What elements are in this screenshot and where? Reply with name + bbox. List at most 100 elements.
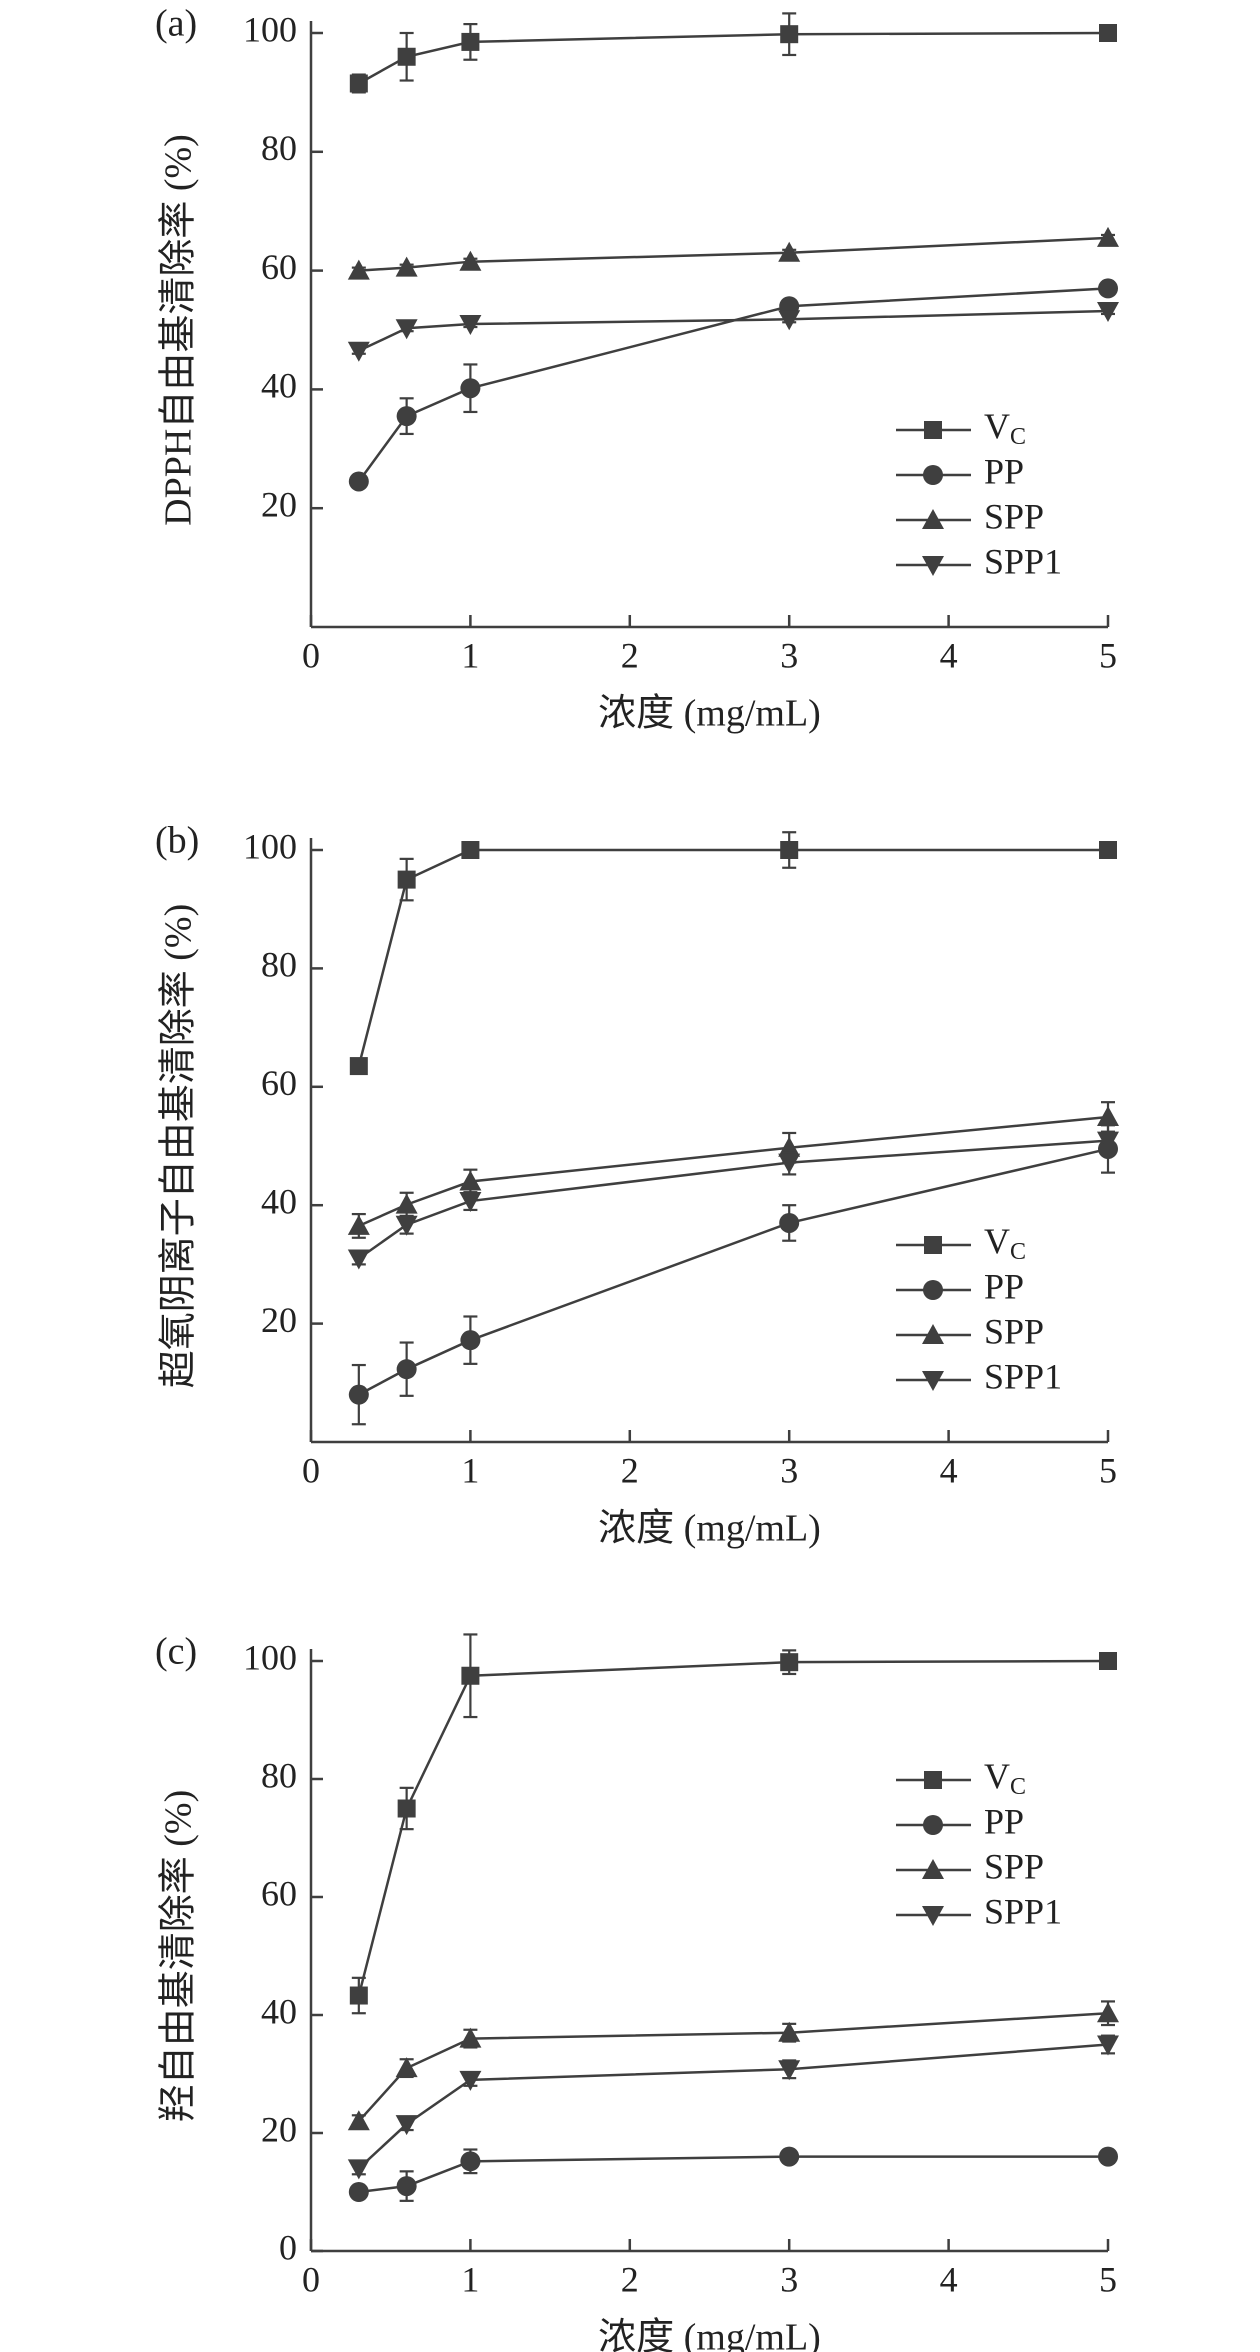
y-tick-label: 20 — [261, 484, 297, 524]
marker — [459, 2070, 482, 2091]
marker — [349, 74, 368, 93]
marker — [922, 1859, 944, 1879]
marker — [1099, 24, 1117, 42]
y-tick-label: 40 — [261, 1991, 297, 2031]
marker — [348, 471, 369, 492]
marker — [1097, 301, 1119, 322]
panel-label: (a) — [155, 3, 197, 45]
marker — [922, 1371, 944, 1391]
marker — [779, 1212, 800, 1233]
legend-label: VC — [984, 1221, 1026, 1264]
marker — [1097, 1131, 1119, 1152]
marker — [780, 841, 799, 859]
x-tick-label: 3 — [780, 1450, 798, 1490]
marker — [1097, 2002, 1119, 2023]
marker — [1097, 1105, 1119, 1126]
marker — [922, 556, 944, 576]
marker — [778, 1153, 801, 1174]
x-tick-label: 3 — [780, 635, 798, 675]
y-tick-label: 100 — [243, 826, 297, 866]
marker — [922, 1324, 944, 1344]
marker — [1099, 1652, 1117, 1670]
marker — [459, 2027, 482, 2048]
legend-label: SPP1 — [984, 1356, 1062, 1396]
legend-label: VC — [984, 406, 1026, 449]
marker — [922, 1906, 944, 1926]
y-tick-label: 20 — [261, 1300, 297, 1340]
y-tick-label: 20 — [261, 2109, 297, 2149]
marker — [396, 2176, 417, 2197]
marker — [459, 1192, 482, 1213]
y-tick-label: 40 — [261, 1181, 297, 1221]
y-tick-label: 100 — [243, 9, 297, 49]
marker — [395, 2057, 418, 2078]
x-tick-label: 4 — [940, 2259, 958, 2299]
x-tick-label: 4 — [940, 635, 958, 675]
marker — [778, 310, 801, 331]
marker — [395, 1193, 418, 1214]
marker — [459, 1170, 482, 1191]
marker — [349, 1986, 368, 2005]
marker — [460, 2151, 481, 2172]
marker — [1098, 278, 1118, 299]
y-tick-label: 80 — [261, 945, 297, 985]
marker — [397, 47, 416, 66]
panel-label: (b) — [155, 820, 199, 862]
y-axis-label: 超氧阴离子自由基清除率 (%) — [158, 904, 200, 1388]
y-axis-label: 羟自由基清除率 (%) — [158, 1790, 200, 2122]
legend-label: SPP1 — [984, 541, 1062, 581]
legend-label: SPP — [984, 496, 1044, 536]
marker — [778, 2021, 801, 2042]
marker — [348, 2182, 369, 2202]
marker — [396, 406, 417, 427]
x-tick-label: 3 — [780, 2259, 798, 2299]
marker — [1097, 226, 1119, 247]
marker — [780, 1653, 799, 1672]
marker — [924, 421, 942, 439]
marker — [778, 2060, 801, 2081]
x-tick-label: 2 — [621, 635, 639, 675]
x-axis-label: 浓度 (mg/mL) — [598, 693, 821, 735]
marker — [347, 1214, 370, 1235]
y-tick-label: 60 — [261, 1063, 297, 1103]
x-tick-label: 4 — [940, 1450, 958, 1490]
marker — [922, 509, 944, 529]
marker — [460, 378, 481, 399]
y-axis-label: DPPH自由基清除率 (%) — [158, 134, 200, 526]
marker — [924, 1236, 942, 1254]
x-tick-label: 1 — [461, 2259, 479, 2299]
marker — [924, 1771, 942, 1789]
y-tick-label: 100 — [243, 1637, 297, 1677]
y-tick-label: 60 — [261, 247, 297, 287]
x-tick-label: 2 — [621, 2259, 639, 2299]
legend-label: SPP — [984, 1311, 1044, 1351]
x-tick-label: 0 — [302, 2259, 320, 2299]
series-line — [357, 848, 1108, 1067]
legend-label: PP — [984, 1801, 1024, 1841]
marker — [347, 1249, 370, 1270]
panel-label: (c) — [155, 1631, 197, 1673]
x-axis-label: 浓度 (mg/mL) — [598, 1508, 821, 1550]
legend-label: PP — [984, 451, 1024, 491]
marker — [347, 259, 370, 280]
legend-label: SPP — [984, 1846, 1044, 1886]
x-tick-label: 0 — [302, 635, 320, 675]
marker — [923, 465, 943, 485]
marker — [395, 2115, 418, 2136]
legend-label: VC — [984, 1756, 1026, 1799]
marker — [1097, 2035, 1119, 2056]
legend-label: PP — [984, 1266, 1024, 1306]
marker — [395, 256, 418, 277]
marker — [923, 1280, 943, 1300]
marker — [395, 1215, 418, 1236]
marker — [397, 1799, 416, 1818]
marker — [1098, 2146, 1118, 2167]
marker — [349, 1057, 368, 1076]
x-axis-label: 浓度 (mg/mL) — [598, 2317, 821, 2352]
marker — [396, 1359, 417, 1380]
marker — [461, 32, 480, 51]
marker — [347, 2159, 370, 2180]
y-tick-label: 80 — [261, 128, 297, 168]
marker — [778, 241, 801, 262]
